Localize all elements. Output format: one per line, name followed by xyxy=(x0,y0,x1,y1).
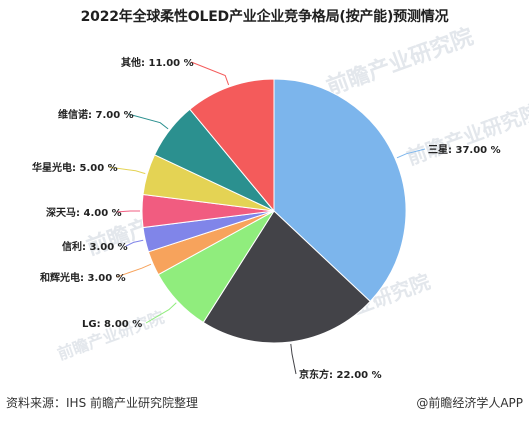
slice-label-7: 华星光电: 5.00 % xyxy=(32,161,118,174)
connector-line-3 xyxy=(145,302,177,324)
slice-label-8: 维信诺: 7.00 % xyxy=(58,108,134,121)
pie-slices xyxy=(141,78,407,344)
connector-line-8 xyxy=(128,113,169,130)
source-note: 资料来源：IHS 前瞻产业研究院整理 xyxy=(6,396,198,410)
slice-label-3: LG: 8.00 % xyxy=(82,319,142,330)
slice-label-9: 其他: 11.00 % xyxy=(121,56,194,69)
slice-label-1: 三星: 37.00 % xyxy=(428,144,501,156)
connector-line-2 xyxy=(290,343,297,375)
connector-line-9 xyxy=(191,61,230,86)
slice-label-6: 深天马: 4.00 % xyxy=(46,206,122,219)
slice-label-5: 信利: 3.00 % xyxy=(62,240,128,253)
connector-line-7 xyxy=(108,166,146,175)
label-connectors xyxy=(108,61,426,375)
slice-labels: 三星: 37.00 % 京东方: 22.00 % LG: 8.00 % 和辉光电: 3… xyxy=(32,56,501,381)
watermark-text: 前瞻产业研究院 xyxy=(404,99,529,169)
connector-line-4 xyxy=(116,263,152,278)
credit-note: @前瞻经济学人APP xyxy=(416,396,523,410)
connector-line-6 xyxy=(116,210,140,213)
pie-slice-9 xyxy=(189,78,275,213)
connector-line-1 xyxy=(396,148,426,159)
watermark-text: 前瞻产业研究院 xyxy=(55,308,167,364)
pie-slice-2 xyxy=(202,210,371,344)
connector-line-5 xyxy=(125,239,144,247)
slice-label-2: 京东方: 22.00 % xyxy=(299,368,382,381)
slice-label-4: 和辉光电: 3.00 % xyxy=(39,271,126,284)
watermark-text: 前瞻产业研究院 xyxy=(323,24,477,101)
chart-title: 2022年全球柔性OLED产业企业竞争格局(按产能)预测情况 xyxy=(80,9,449,25)
pie-slice-1 xyxy=(273,78,407,303)
